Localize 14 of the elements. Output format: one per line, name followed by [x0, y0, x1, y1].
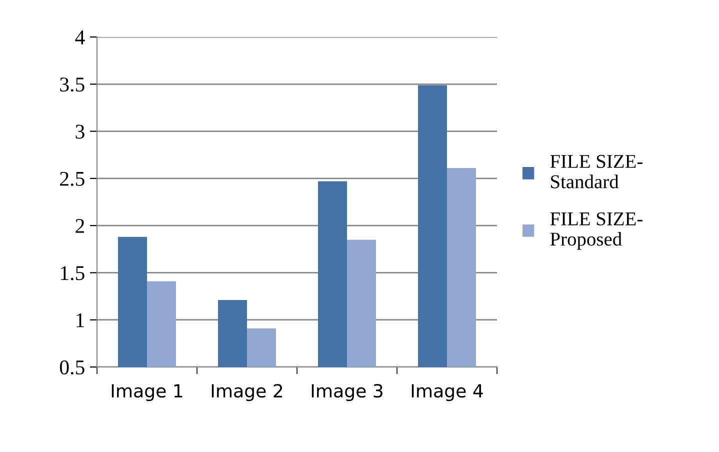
y-tick-label: 4 — [75, 30, 85, 44]
y-tick-label: 2.5 — [60, 172, 84, 186]
y-tick-label: 1 — [76, 313, 84, 328]
y-tick-label: 2 — [76, 219, 84, 233]
y-tick-label: 0.5 — [60, 360, 84, 375]
y-tick-label: 1.5 — [60, 266, 84, 280]
legend-label: FILE SIZE- Proposed — [550, 212, 642, 250]
y-tick-label: 3.5 — [60, 78, 84, 92]
x-tick-label: Image 4 — [412, 384, 483, 402]
legend-label: FILE SIZE- Standard — [550, 154, 642, 188]
x-tick-label: Image 1 — [112, 384, 182, 402]
y-tick-label: 3 — [76, 124, 84, 139]
x-tick-label: Image 3 — [312, 384, 382, 402]
x-tick-label: Image 2 — [212, 384, 282, 402]
